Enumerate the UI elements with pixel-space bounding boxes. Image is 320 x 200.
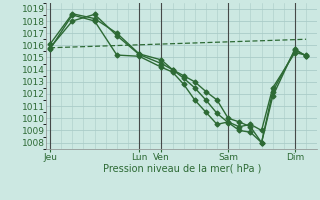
X-axis label: Pression niveau de la mer( hPa ): Pression niveau de la mer( hPa ) [103,163,261,173]
